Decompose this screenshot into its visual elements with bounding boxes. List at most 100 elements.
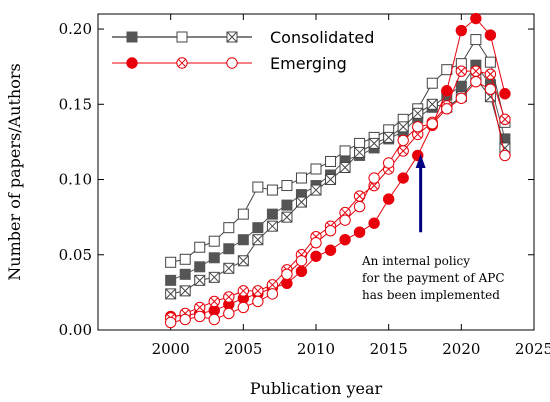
point-s4-20: [455, 65, 468, 77]
annotation-line-3: has been implemented: [362, 288, 500, 302]
x-tick-label-3: 2015: [370, 340, 408, 358]
point-s4-3: [208, 295, 220, 308]
point-s5-0: [164, 316, 177, 329]
point-s1-5: [237, 208, 249, 220]
legend-row-0-marker-0: [126, 31, 138, 43]
point-s1-0: [165, 256, 177, 268]
point-s5-5: [237, 301, 250, 314]
point-s2-10-x: [310, 184, 322, 196]
point-s2-9: [295, 196, 307, 208]
axis-ticks: 2000 2005 2010 2015 2020 2025 0.00 0.05 0.10 0.15…: [59, 14, 550, 358]
point-s4-13: [353, 190, 366, 202]
point-s1-19: [441, 64, 453, 76]
point-s3-21: [470, 12, 482, 25]
point-s4-6-x: [253, 286, 262, 295]
point-s5-10: [310, 237, 322, 249]
legend-row-0-marker-1: [176, 31, 188, 43]
point-s2-13: [354, 146, 366, 158]
point-s0-1: [179, 268, 191, 280]
point-s2-7: [266, 220, 278, 232]
point-s1-12: [339, 145, 351, 157]
point-s5-23: [499, 149, 511, 162]
point-s2-11-x: [325, 174, 336, 185]
x-tick-label-1: 2005: [224, 340, 262, 358]
x-tick-label-0: 2000: [152, 340, 190, 358]
point-s2-17-x: [412, 107, 424, 119]
x-tick-label-4: 2020: [442, 340, 480, 358]
point-s1-10: [310, 163, 322, 175]
point-s1-4: [223, 222, 235, 234]
point-s5-8: [281, 268, 293, 281]
point-s3-13: [353, 226, 366, 238]
point-s1-2: [194, 241, 206, 253]
point-s2-4: [223, 262, 235, 274]
point-s5-1: [179, 313, 191, 326]
legend-row-1-marker-1-x: [177, 58, 187, 68]
point-s1-1: [179, 253, 191, 265]
point-s2-8: [281, 211, 293, 223]
point-s2-11: [325, 174, 337, 186]
legend-row-0-marker-2-x: [226, 31, 238, 43]
y-tick-label-0: 0.00: [59, 321, 92, 339]
y-axis-title: Number of papers/Authors: [5, 63, 24, 280]
point-s4-2-x: [195, 303, 204, 312]
point-s1-18: [426, 77, 438, 89]
point-s5-16: [397, 134, 409, 147]
point-s2-13-x: [354, 147, 365, 158]
point-s3-20: [455, 24, 468, 37]
point-s5-18: [426, 118, 438, 130]
point-s5-15: [382, 157, 395, 169]
point-s1-3: [208, 235, 220, 247]
legend-row-0-marker-2: [226, 31, 238, 43]
point-s5-12: [339, 214, 351, 226]
point-s2-14-x: [368, 138, 380, 149]
point-s4-13-x: [355, 192, 364, 201]
point-s2-16-x: [397, 121, 409, 133]
point-s2-10: [310, 184, 322, 196]
point-s5-22: [484, 83, 497, 95]
point-s3-22: [484, 29, 497, 41]
point-s3-19: [441, 85, 453, 97]
point-s1-7: [266, 184, 278, 196]
point-s5-21: [470, 76, 482, 88]
legend-row-1-marker-2: [226, 57, 238, 69]
series-layer: [164, 12, 511, 329]
point-s0-20: [455, 80, 467, 92]
point-s5-7: [266, 288, 279, 300]
point-s4-7: [266, 279, 279, 291]
point-s2-1-x: [179, 285, 191, 297]
point-s0-0: [165, 274, 177, 286]
annotation-line-2: for the payment of APC: [362, 271, 505, 285]
point-s2-16: [397, 121, 409, 133]
point-s5-2: [194, 310, 206, 323]
point-s5-3: [208, 313, 220, 326]
annotation-line-1: An internal policy: [361, 254, 470, 268]
point-s0-8: [281, 199, 293, 211]
point-s1-6: [252, 181, 264, 193]
legend-row-1-marker-0: [126, 57, 138, 69]
point-s4-4: [223, 291, 235, 303]
x-axis-title: Publication year: [250, 379, 383, 398]
x-tick-label-5: 2025: [515, 340, 550, 358]
legend-row-1-marker-1: [176, 57, 188, 69]
point-s2-5-x: [237, 255, 249, 267]
y-tick-label-4: 0.20: [59, 20, 92, 38]
point-s3-11: [324, 244, 337, 256]
point-s3-16: [397, 172, 409, 184]
point-s2-17: [412, 107, 424, 119]
point-s5-13: [353, 200, 366, 213]
point-s2-3: [208, 271, 220, 283]
point-s2-2: [194, 274, 206, 286]
point-s5-17: [412, 121, 424, 133]
point-s2-0: [165, 288, 177, 300]
point-s2-12: [339, 161, 351, 173]
point-s2-4-x: [223, 262, 235, 274]
series-line-0: [170, 64, 506, 281]
point-s5-6: [252, 295, 264, 308]
point-s3-15: [382, 193, 395, 205]
point-s1-13: [354, 137, 366, 149]
point-s2-0-x: [165, 288, 177, 300]
point-s4-23-x: [500, 115, 509, 124]
x-tick-label-2: 2010: [297, 340, 335, 358]
